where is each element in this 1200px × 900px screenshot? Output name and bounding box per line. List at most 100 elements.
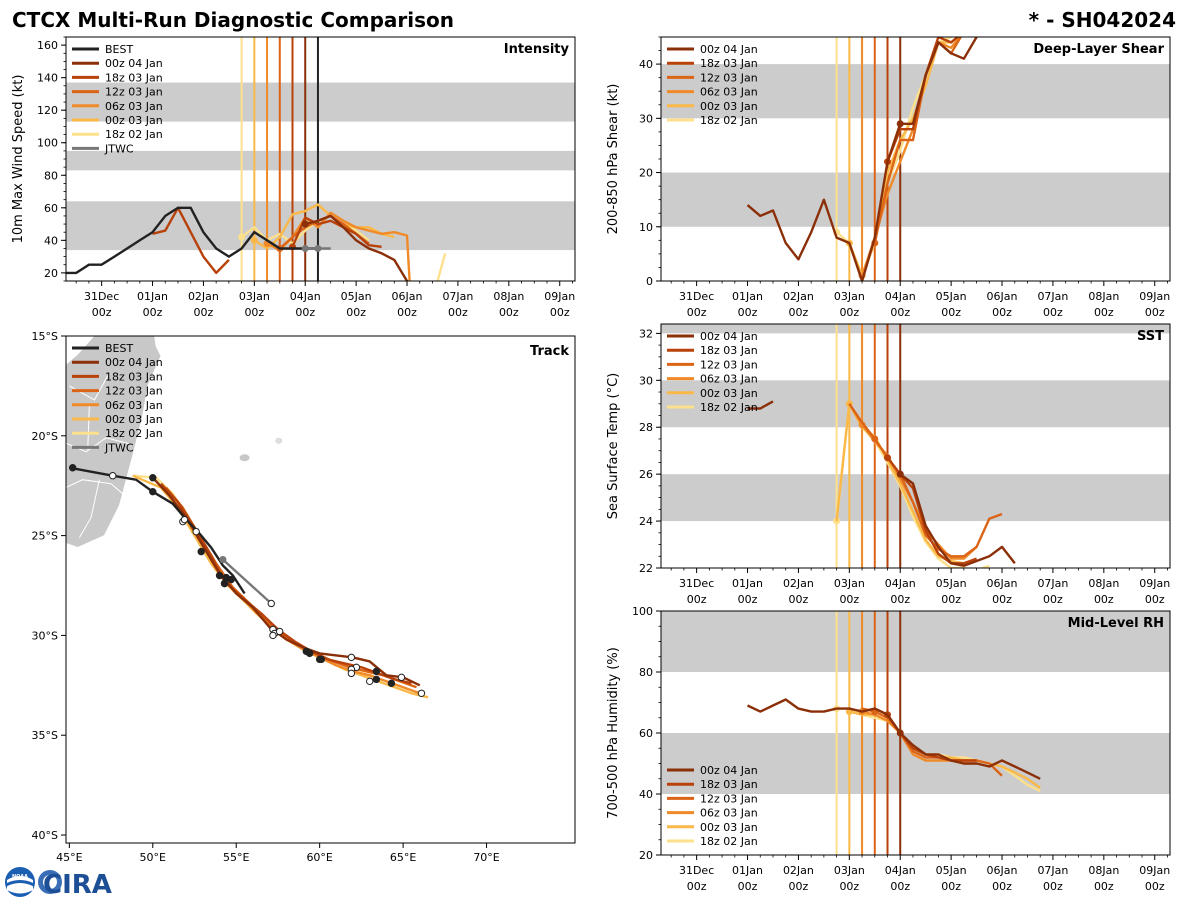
track-marker	[68, 464, 77, 472]
track-marker	[109, 472, 117, 480]
sst-band-2	[661, 324, 1170, 334]
shear-xtick-label: 06Jan	[987, 290, 1018, 303]
intensity-ytick-label: 120	[37, 104, 58, 117]
rh-xtick-label: 08Jan	[1088, 864, 1119, 877]
shear-xtick-label-2: 00z	[1145, 306, 1165, 319]
shear-xtick-label-2: 00z	[738, 306, 758, 319]
intensity-xtick-label-2: 00z	[295, 306, 315, 319]
region-boundary-4	[78, 479, 100, 538]
track-xtick-label: 70°E	[473, 851, 499, 864]
intensity-run-marker-5	[238, 233, 246, 241]
rh-xtick-label: 05Jan	[936, 864, 967, 877]
intensity-ytick-label: 60	[44, 202, 58, 215]
cira-logo: CIRA	[38, 870, 112, 900]
svg-text:CIRA: CIRA	[43, 870, 112, 900]
rh-legend-label: 06z 03 Jan	[700, 807, 758, 820]
rh-panel: 20 40 60 80 100 31Dec 00z 01Jan 00z 02Jan 00z 03Jan…	[606, 605, 1171, 893]
rh-ytick-label: 80	[639, 666, 653, 679]
rh-ytick-label: 100	[632, 605, 653, 618]
track-xtick-label: 55°E	[223, 851, 249, 864]
rh-ytick-label: 60	[639, 727, 653, 740]
rh-xtick-label: 02Jan	[783, 864, 814, 877]
shear-ytick-label: 20	[639, 167, 653, 180]
region-boundary-2	[66, 479, 124, 495]
rh-ytick-label: 20	[639, 849, 653, 862]
mauritius-island	[275, 437, 283, 444]
shear-legend-label: 06z 03 Jan	[700, 86, 758, 99]
track-marker	[417, 689, 426, 697]
rh-xtick-label-2: 00z	[789, 880, 809, 893]
sst-ylabel: Sea Surface Temp (°C)	[606, 373, 621, 520]
madagascar-landmass	[66, 336, 162, 549]
shear-plot-area	[661, 37, 1170, 281]
rh-legend-label: 18z 02 Jan	[700, 835, 758, 848]
intensity-xtick-label: 02Jan	[188, 290, 219, 303]
track-legend-label: 12z 03 Jan	[105, 385, 163, 398]
intensity-title: Intensity	[504, 42, 570, 57]
storm-id: * - SH042024	[1029, 8, 1176, 32]
sst-series-0-1	[899, 473, 1016, 567]
intensity-xtick-label-2: 00z	[550, 306, 570, 319]
figure-title: CTCX Multi-Run Diagnostic Comparison	[12, 8, 454, 32]
sst-legend-label: 00z 04 Jan	[700, 330, 758, 343]
shear-xtick-label-2: 00z	[687, 306, 707, 319]
shear-panel: 0 10 20 30 40 31Dec 00z 01Jan 00z 02Jan 00z 03Jan 00…	[606, 36, 1171, 319]
intensity-xtick-label: 03Jan	[239, 290, 270, 303]
shear-xtick-label: 09Jan	[1139, 290, 1170, 303]
sst-title: SST	[1137, 329, 1164, 344]
rh-legend-label: 12z 03 Jan	[700, 792, 758, 805]
intensity-legend-label: 00z 03 Jan	[105, 114, 163, 127]
track-marker	[387, 679, 396, 688]
track-jtwc-marker	[219, 555, 227, 564]
intensity-ytick-label: 80	[44, 169, 58, 182]
intensity-series-4-0	[253, 203, 395, 250]
shear-xtick-label-2: 00z	[789, 306, 809, 319]
intensity-xtick-label-2: 00z	[92, 306, 112, 319]
intensity-series-1-1	[291, 216, 382, 248]
track-frame	[65, 335, 576, 844]
sst-series-0-0	[747, 400, 774, 410]
noaa-logo: NOAA	[5, 867, 35, 897]
sst-legend-label: 06z 03 Jan	[700, 373, 758, 386]
rh-plot-area	[661, 611, 1170, 855]
shear-xtick-label: 07Jan	[1037, 290, 1068, 303]
intensity-xtick-label: 01Jan	[137, 290, 168, 303]
track-plot-area	[66, 336, 429, 699]
rh-xtick-label: 06Jan	[987, 864, 1018, 877]
intensity-legend-label: 06z 03 Jan	[105, 100, 163, 113]
sst-xtick-label-2: 00z	[1043, 593, 1063, 606]
track-legend-label: 18z 03 Jan	[105, 370, 163, 383]
shear-ytick-label: 10	[639, 221, 653, 234]
sst-xtick-label: 05Jan	[936, 577, 967, 590]
sst-xtick-label: 07Jan	[1037, 577, 1068, 590]
reunion-island	[239, 454, 250, 462]
sst-ytick-label: 24	[639, 515, 653, 528]
sst-xtick-label-2: 00z	[789, 593, 809, 606]
track-ytick-label: 20°S	[32, 430, 58, 443]
intensity-xtick-label: 08Jan	[493, 290, 524, 303]
intensity-legend-label: 12z 03 Jan	[105, 86, 163, 99]
track-xtick-label: 60°E	[306, 851, 332, 864]
sst-plot-area	[661, 324, 1170, 568]
shear-ytick-label: 40	[639, 58, 653, 71]
sst-xtick-label-2: 00z	[941, 593, 961, 606]
rh-xtick-label: 03Jan	[834, 864, 865, 877]
intensity-series-0-0	[304, 214, 409, 281]
shear-legend-label: 18z 02 Jan	[700, 114, 758, 127]
track-run-3	[168, 490, 421, 695]
intensity-xtick-label-2: 00z	[397, 306, 417, 319]
sst-ytick-label: 32	[639, 327, 653, 340]
rh-ylabel: 700-500 hPa Humidity (%)	[606, 647, 621, 819]
intensity-ytick-label: 140	[37, 72, 58, 85]
track-marker	[149, 474, 157, 482]
track-run-2	[165, 486, 417, 689]
sst-legend-label: 00z 03 Jan	[700, 387, 758, 400]
shear-xtick-label: 03Jan	[834, 290, 865, 303]
track-marker	[347, 669, 356, 678]
intensity-run-marker-0	[301, 220, 309, 228]
shear-xtick-label: 08Jan	[1088, 290, 1119, 303]
intensity-xtick-label-2: 00z	[346, 306, 366, 319]
shear-run-marker-0	[896, 120, 904, 128]
rh-xtick-label-2: 00z	[992, 880, 1012, 893]
